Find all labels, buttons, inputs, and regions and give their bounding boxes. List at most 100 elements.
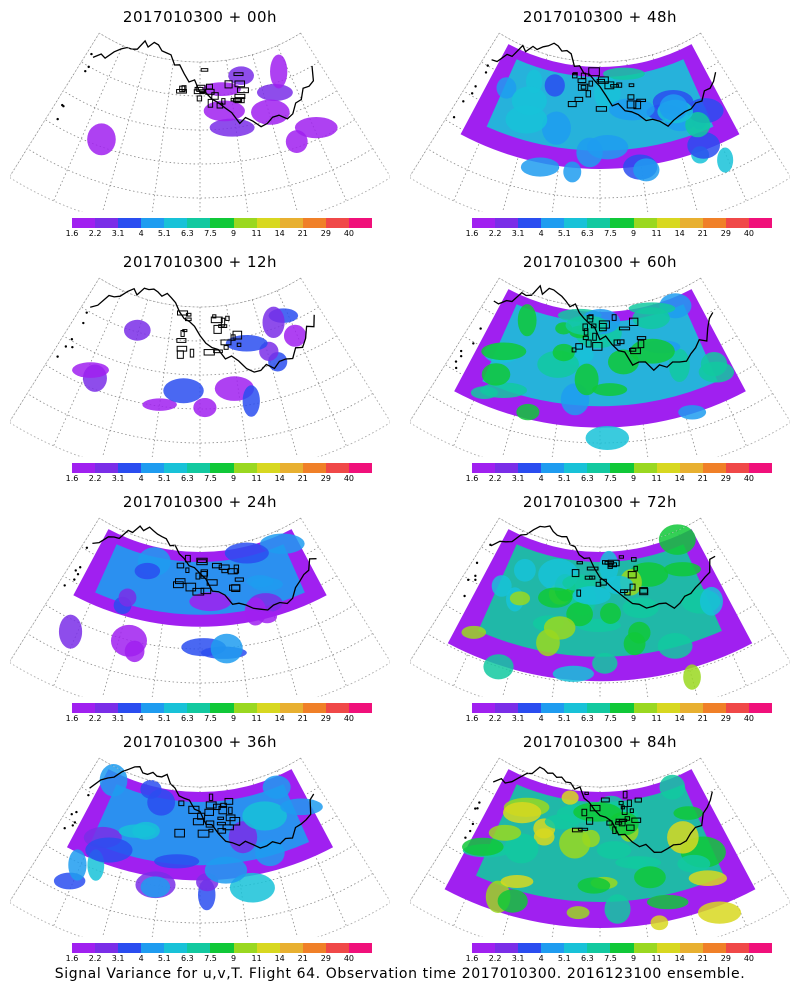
colorbar-swatch <box>587 218 611 228</box>
colorbar-swatch <box>118 703 142 713</box>
sector-map <box>410 517 790 697</box>
colorbar-label: 40 <box>743 714 755 723</box>
colorbar-swatch <box>518 943 542 953</box>
colorbar-label: 2.2 <box>488 954 502 963</box>
colorbar-label: 4 <box>138 954 144 963</box>
variance-field <box>72 306 307 418</box>
colorbar-swatch <box>656 463 680 473</box>
coastline <box>464 766 713 853</box>
colorbar-label: 40 <box>343 954 355 963</box>
colorbar-swatch <box>495 943 519 953</box>
colorbar-label: 1.6 <box>465 714 479 723</box>
colorbar-swatch <box>256 463 280 473</box>
colorbar: 1.6 2.2 3.1 4 5.1 6.3 7.5 9 11 14 21 29 40 <box>466 463 773 487</box>
colorbar-label: 3.1 <box>511 474 525 483</box>
colorbar: 1.6 2.2 3.1 4 5.1 6.3 7.5 9 11 14 21 29 40 <box>66 943 373 967</box>
panel-title: 2017010300 + 24h <box>122 493 278 511</box>
coastline <box>56 287 315 373</box>
colorbar-label: 7.5 <box>604 714 617 723</box>
variance-field <box>58 529 327 664</box>
colorbar-swatch <box>610 218 634 228</box>
colorbar-swatch <box>348 218 373 228</box>
colorbar-label: 9 <box>230 474 237 483</box>
colorbar-swatch <box>302 703 326 713</box>
colorbar-label: 3.1 <box>511 229 525 238</box>
colorbar-label: 6.3 <box>181 714 194 723</box>
colorbar-label: 4 <box>538 714 544 723</box>
coastline <box>454 284 714 372</box>
colorbar-label: 40 <box>743 229 755 238</box>
colorbar-label: 2.2 <box>88 229 102 238</box>
colorbar-label: 9 <box>630 474 637 483</box>
colorbar-swatch <box>72 463 96 473</box>
colorbar-label: 6.3 <box>581 229 594 238</box>
colorbar-label: 14 <box>674 714 685 723</box>
colorbar-label: 21 <box>297 229 308 238</box>
colorbar-labels: 1.6 2.2 3.1 4 5.1 6.3 7.5 9 11 14 21 29 40 <box>466 953 772 965</box>
colorbar-swatch <box>610 703 634 713</box>
colorbar-label: 21 <box>297 474 308 483</box>
colorbar-label: 40 <box>343 229 355 238</box>
colorbar-swatch <box>472 703 496 713</box>
colorbar-swatch <box>679 703 703 713</box>
colorbar-swatch <box>210 943 234 953</box>
colorbar-label: 11 <box>251 474 262 483</box>
colorbar-labels: 1.6 2.2 3.1 4 5.1 6.3 7.5 9 11 14 21 29 40 <box>66 228 372 240</box>
colorbar-swatch <box>541 218 565 228</box>
colorbar-label: 1.6 <box>65 229 79 238</box>
colorbar-swatch <box>518 218 542 228</box>
colorbar-label: 7.5 <box>604 474 617 483</box>
colorbar-swatch <box>472 463 496 473</box>
colorbar-swatch <box>564 463 588 473</box>
colorbar-label: 2.2 <box>88 954 102 963</box>
colorbar-swatch <box>495 463 519 473</box>
colorbar-labels: 1.6 2.2 3.1 4 5.1 6.3 7.5 9 11 14 21 29 40 <box>66 953 372 965</box>
variance-field <box>87 54 338 156</box>
colorbar-swatch <box>164 943 188 953</box>
panel-title: 2017010300 + 36h <box>122 733 278 751</box>
colorbar-swatch <box>72 218 96 228</box>
colorbar-swatch <box>541 703 565 713</box>
colorbar-label: 14 <box>674 229 685 238</box>
colorbar-label: 14 <box>274 714 285 723</box>
colorbar-swatch <box>495 218 519 228</box>
colorbar-label: 5.1 <box>557 714 571 723</box>
colorbar-swatch <box>348 703 373 713</box>
forecast-panel: 2017010300 + 60h 1.6 2.2 3.1 4 5.1 6.3 7.5 9 11 14… <box>410 253 790 498</box>
colorbar-label: 21 <box>297 954 308 963</box>
colorbar-swatch <box>256 703 280 713</box>
colorbar-label: 5.1 <box>557 229 571 238</box>
colorbar-label: 21 <box>697 714 708 723</box>
colorbar-label: 11 <box>651 229 662 238</box>
colorbar-label: 21 <box>697 474 708 483</box>
sector-map <box>10 517 390 697</box>
colorbar-label: 4 <box>138 229 144 238</box>
colorbar-swatch <box>210 703 234 713</box>
colorbar-labels: 1.6 2.2 3.1 4 5.1 6.3 7.5 9 11 14 21 29 40 <box>66 713 372 725</box>
colorbar-label: 5.1 <box>157 954 171 963</box>
colorbar-swatch <box>95 463 119 473</box>
colorbar-label: 4 <box>538 474 544 483</box>
colorbar-label: 2.2 <box>488 714 502 723</box>
colorbar-label: 6.3 <box>581 474 594 483</box>
colorbar-label: 4 <box>138 474 144 483</box>
colorbar-swatch <box>679 218 703 228</box>
colorbar-label: 9 <box>230 229 237 238</box>
colorbar-swatches <box>472 463 773 473</box>
colorbar-label: 3.1 <box>511 954 525 963</box>
colorbar-swatch <box>748 943 773 953</box>
colorbar-swatch <box>118 943 142 953</box>
colorbar-swatch <box>518 703 542 713</box>
colorbar-swatch <box>210 218 234 228</box>
colorbar-label: 9 <box>630 714 637 723</box>
colorbar-label: 1.6 <box>465 954 479 963</box>
colorbar-swatch <box>564 943 588 953</box>
coastline <box>63 525 317 611</box>
colorbar-label: 4 <box>538 954 544 963</box>
forecast-panel: 2017010300 + 84h 1.6 2.2 3.1 4 5.1 6.3 7.5 9 11 14… <box>410 733 790 978</box>
colorbar-label: 3.1 <box>111 474 125 483</box>
panel-title: 2017010300 + 72h <box>522 493 678 511</box>
colorbar-swatches <box>72 703 373 713</box>
panel-title: 2017010300 + 12h <box>122 253 278 271</box>
panel-title: 2017010300 + 84h <box>522 733 678 751</box>
